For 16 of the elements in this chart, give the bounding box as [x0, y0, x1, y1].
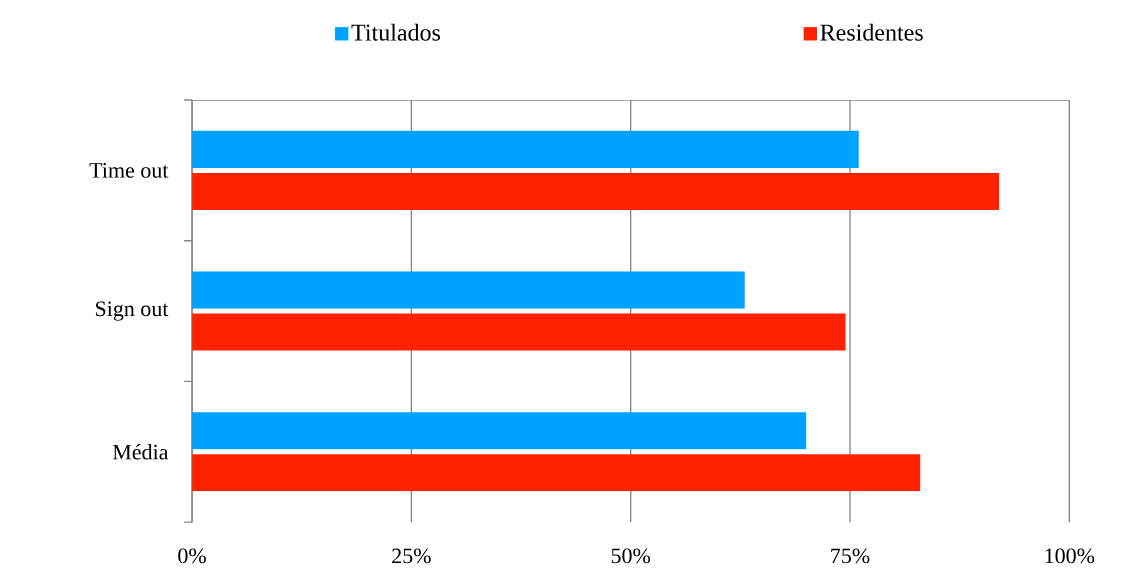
bar [192, 313, 846, 351]
x-tick-label: 0% [178, 548, 206, 564]
bar [192, 172, 1000, 210]
legend-label: Residentes [820, 23, 923, 41]
bar [192, 454, 921, 492]
x-tick-label: 50% [611, 548, 651, 564]
y-tick-label: Média [112, 443, 169, 460]
bar [192, 271, 745, 309]
x-tick-label: 25% [392, 548, 431, 564]
legend-label: Titulados [351, 23, 441, 41]
x-tick-label: 100% [1045, 548, 1095, 564]
y-tick-label: Time out [89, 162, 169, 178]
bar [192, 130, 859, 168]
x-tick-label: 75% [831, 548, 870, 564]
y-tick-label: Sign out [95, 301, 169, 321]
bar [192, 412, 807, 450]
